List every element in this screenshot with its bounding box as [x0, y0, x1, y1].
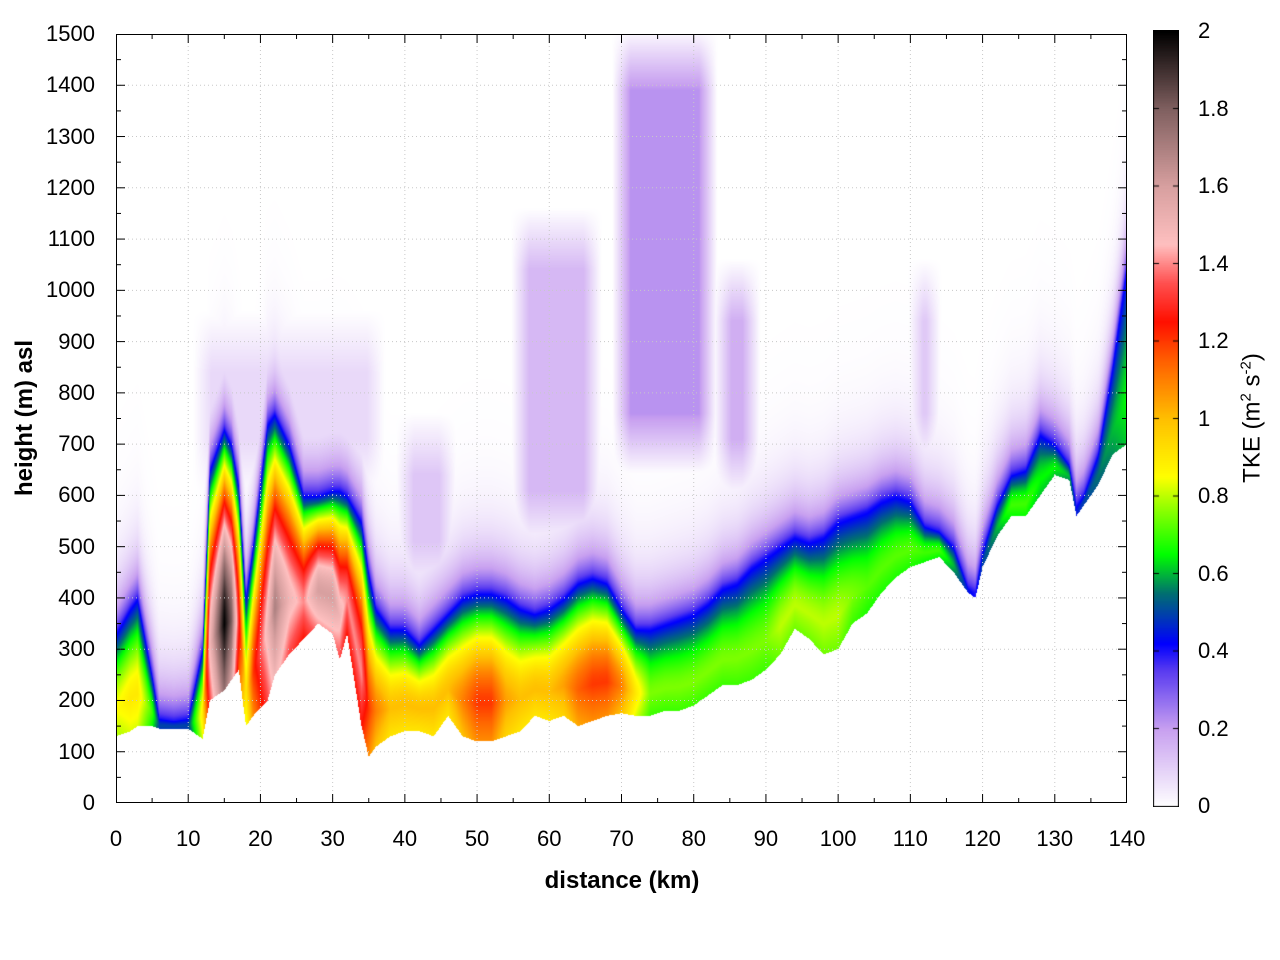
y-tick-label: 400: [58, 584, 95, 610]
y-tick-label: 1100: [47, 226, 95, 252]
x-tick-label: 100: [819, 826, 857, 851]
y-tick-label: 100: [58, 738, 95, 764]
x-tick-label: 30: [320, 826, 345, 851]
x-tick-label: 80: [681, 826, 706, 851]
colorbar-tick-label: 0.2: [1198, 715, 1229, 741]
x-tick-label: 20: [248, 826, 273, 851]
colorbar-label-text: s: [1238, 374, 1266, 394]
x-tick-label: 130: [1036, 826, 1074, 851]
colorbar-label-text: ): [1238, 353, 1266, 362]
y-tick-label: 200: [58, 687, 95, 713]
colorbar-tick-label: 1.8: [1198, 95, 1229, 121]
x-tick-label: 40: [392, 826, 418, 851]
x-tick-label: 10: [175, 826, 201, 851]
y-tick-label: 800: [58, 379, 95, 405]
y-axis-label: height (m) asl: [11, 339, 38, 497]
colorbar-tick-label: 1: [1198, 405, 1211, 431]
y-tick-label: 600: [58, 482, 95, 508]
plot-border: [116, 34, 1127, 803]
y-tick-label: 1500: [46, 21, 95, 46]
colorbar-tick-label: 0.4: [1198, 638, 1229, 663]
x-tick-label: 60: [537, 826, 562, 851]
x-tick-label: 70: [609, 826, 634, 851]
colorbar-tick-label: 2: [1198, 18, 1211, 43]
y-tick-label: 1300: [46, 123, 95, 149]
x-tick-label: 50: [464, 826, 490, 851]
colorbar-tick-label: 0.8: [1198, 483, 1229, 508]
colorbar-tick-label: 1.4: [1198, 250, 1229, 276]
y-tick-label: 1400: [46, 72, 95, 98]
x-tick-label: 120: [964, 826, 1001, 851]
plot-area: [116, 34, 1127, 803]
colorbar-tick-label: 0: [1198, 793, 1211, 818]
colorbar-label-sup: -2: [1237, 361, 1255, 375]
y-tick-label: 900: [58, 328, 95, 354]
y-tick-label: 300: [58, 636, 95, 662]
x-tick-label: 90: [753, 826, 779, 851]
x-axis-label: distance (km): [544, 867, 700, 894]
y-tick-label: 1200: [46, 174, 95, 200]
y-tick-label: 700: [58, 431, 95, 457]
y-tick-label: 0: [82, 790, 95, 815]
x-tick-label: 140: [1108, 826, 1146, 851]
colorbar-tick-label: 1.6: [1198, 173, 1229, 198]
x-tick-label: 0: [109, 826, 123, 851]
colorbar-label-text: TKE (m: [1238, 401, 1266, 483]
colorbar-tick-label: 0.6: [1198, 560, 1229, 586]
x-tick-label: 110: [892, 826, 928, 851]
y-tick-label: 500: [58, 533, 95, 559]
colorbar-label-sup: 2: [1237, 393, 1255, 402]
colorbar-tick-label: 1.2: [1198, 328, 1229, 353]
plot-frame: [116, 34, 1127, 803]
colorbar-label: TKE (m2 s-2): [1238, 353, 1267, 483]
colorbar: [1153, 30, 1179, 807]
y-tick-label: 1000: [46, 277, 95, 303]
